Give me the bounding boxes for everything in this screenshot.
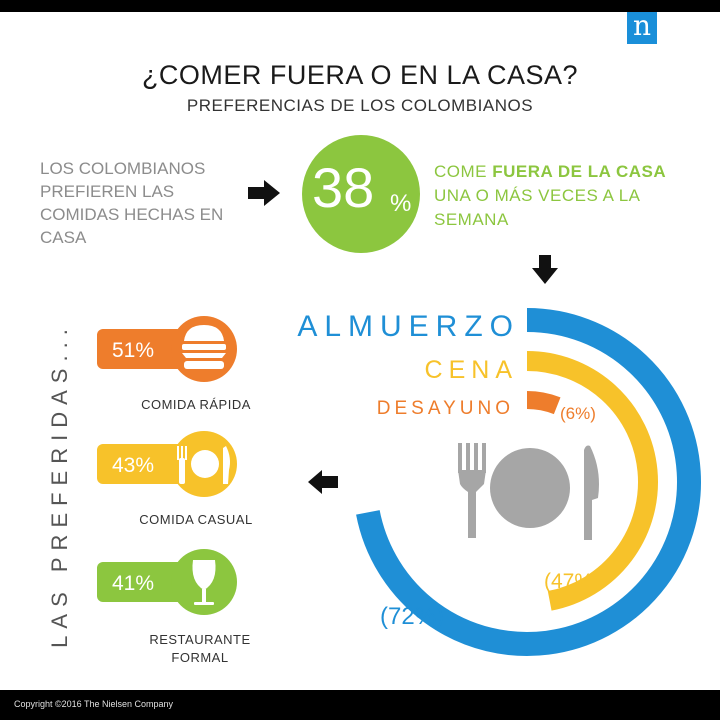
value-restaurante-formal: 41% [112,572,154,595]
decor-layer [248,180,558,494]
pill-comida-rapida: 51% [97,316,237,382]
meal-radial-chart [356,308,701,656]
nielsen-logo: n [627,12,657,44]
value-comida-casual: 43% [112,454,154,477]
copyright-text: Copyright ©2016 The Nielsen Company [14,699,174,709]
burger-icon [182,325,226,369]
value-cena: (47%) [544,570,601,593]
stat-value: 38 [312,156,375,219]
label-cena: CENA [424,356,518,384]
intro-text: LOS COLOMBIANOS PREFIEREN LAS COMIDAS HE… [40,159,224,247]
label-comida-rapida: COMIDA RÁPIDA [141,397,251,412]
restaurant-type-chart: 51% 43% 41% [97,316,237,615]
fork-plate-knife-icon [177,446,230,484]
label-almuerzo: ALMUERZO [297,310,520,343]
value-comida-rapida: 51% [112,339,154,362]
footer-bar: Copyright ©2016 The Nielsen Company [0,690,720,720]
label-restaurante-formal: RESTAURANTE FORMAL [149,632,251,665]
page-title: ¿COMER FUERA O EN LA CASA? [141,60,579,90]
arc-desayuno [526,391,561,415]
pill-comida-casual: 43% [97,431,237,497]
stat-unit: % [390,190,412,217]
arc-almuerzo [356,308,701,656]
arrow-down-icon [532,255,558,284]
stat-text-suffix: UNA O MÁS VECES A LA SEMANA [434,186,640,229]
stat-circle [302,135,420,253]
label-desayuno: DESAYUNO [376,398,514,419]
stat-text-prefix: COME [434,162,493,181]
label-comida-casual: COMIDA CASUAL [139,512,253,527]
stat-description: COME FUERA DE LA CASA UNA O MÁS VECES A … [434,160,704,232]
value-desayuno: (6%) [560,404,596,423]
plate-cutlery-icon [458,443,599,540]
stat-text-highlight: FUERA DE LA CASA [492,162,667,181]
pill-restaurante-formal: 41% [97,549,237,615]
arc-cena [526,351,658,611]
wine-glass-icon [192,560,216,605]
arrow-right-icon [248,180,280,206]
top-bar [0,0,720,12]
value-almuerzo: (72%) [380,603,445,630]
arrow-left-icon [308,470,338,494]
page-subtitle: PREFERENCIAS DE LOS COLOMBIANOS [186,96,534,115]
